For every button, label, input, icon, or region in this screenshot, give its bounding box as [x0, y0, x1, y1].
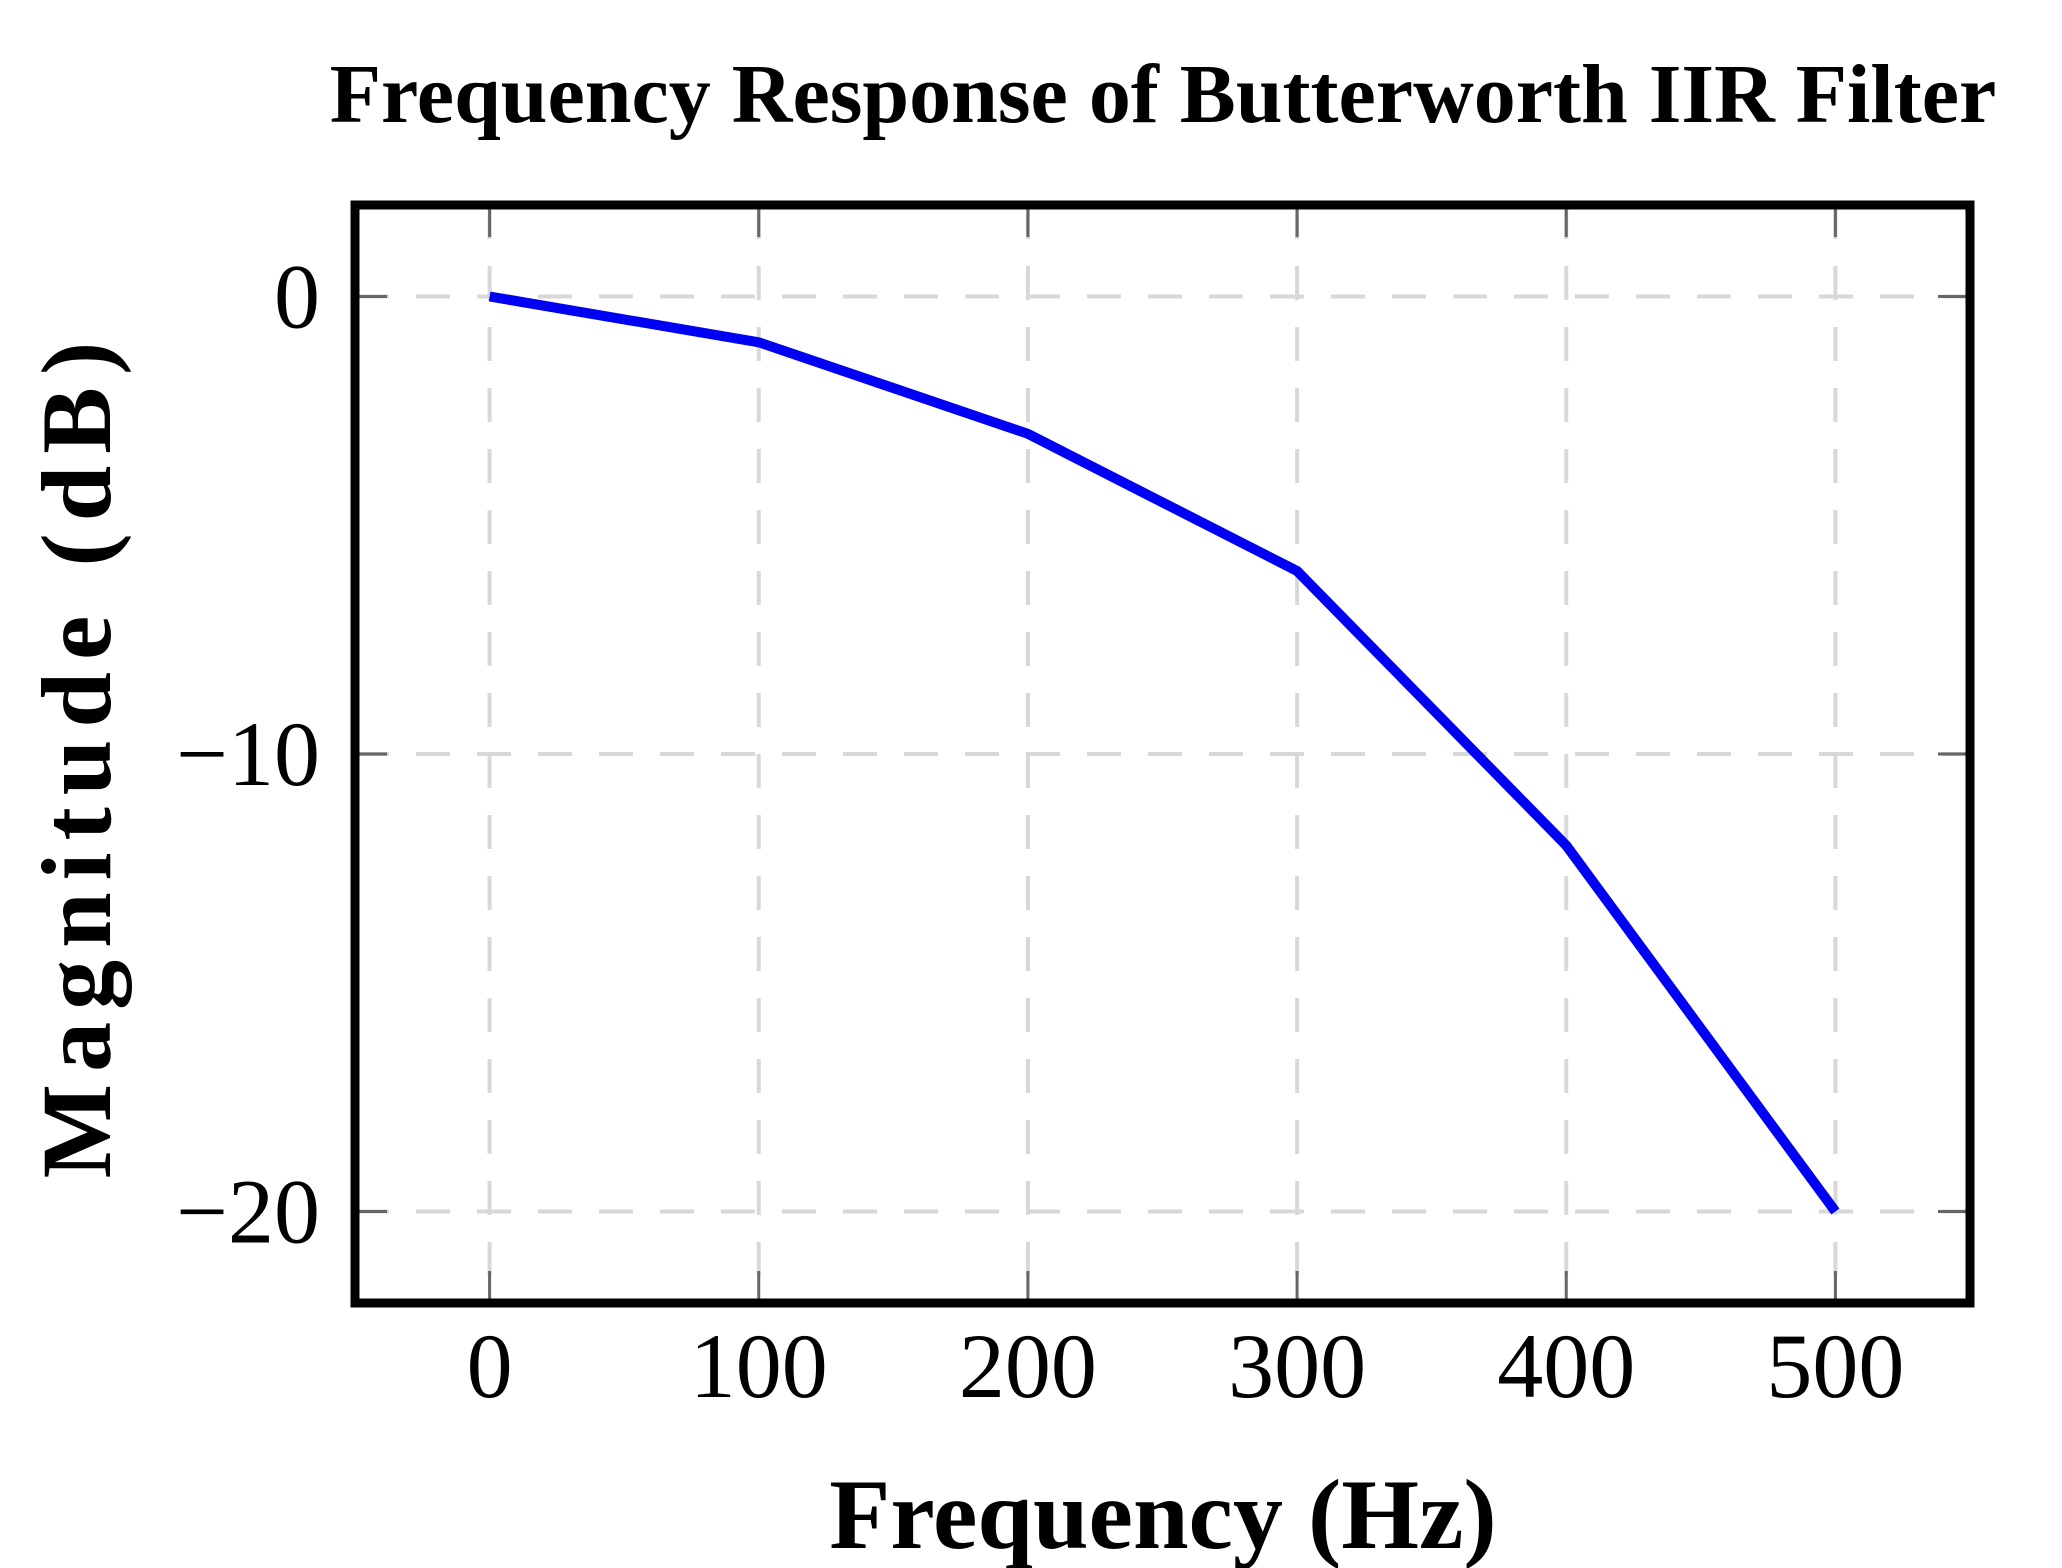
y-tick-label: −10 [176, 703, 320, 805]
chart-title: Frequency Response of Butterworth IIR Fi… [330, 48, 1997, 141]
x-tick-label: 300 [1228, 1315, 1366, 1417]
x-tick-label: 500 [1766, 1315, 1904, 1417]
y-tick-label: 0 [274, 246, 320, 348]
x-tick-label: 100 [690, 1315, 828, 1417]
x-tick-label: 200 [959, 1315, 1097, 1417]
gridlines-layer [355, 205, 1970, 1303]
response-curve [488, 291, 1840, 1215]
tick-marks-layer [355, 205, 1970, 1303]
y-axis-label: Magnitude (dB) [21, 330, 132, 1179]
tick-labels-layer: 0 100 200 300 400 500 0 −10 −20 [176, 246, 1904, 1418]
data-series-layer [488, 291, 1840, 1215]
x-tick-label: 400 [1497, 1315, 1635, 1417]
x-axis-label: Frequency (Hz) [829, 1459, 1496, 1568]
y-tick-label: −20 [176, 1161, 320, 1263]
x-tick-label: 0 [467, 1315, 513, 1417]
plot-border [350, 200, 1975, 1308]
